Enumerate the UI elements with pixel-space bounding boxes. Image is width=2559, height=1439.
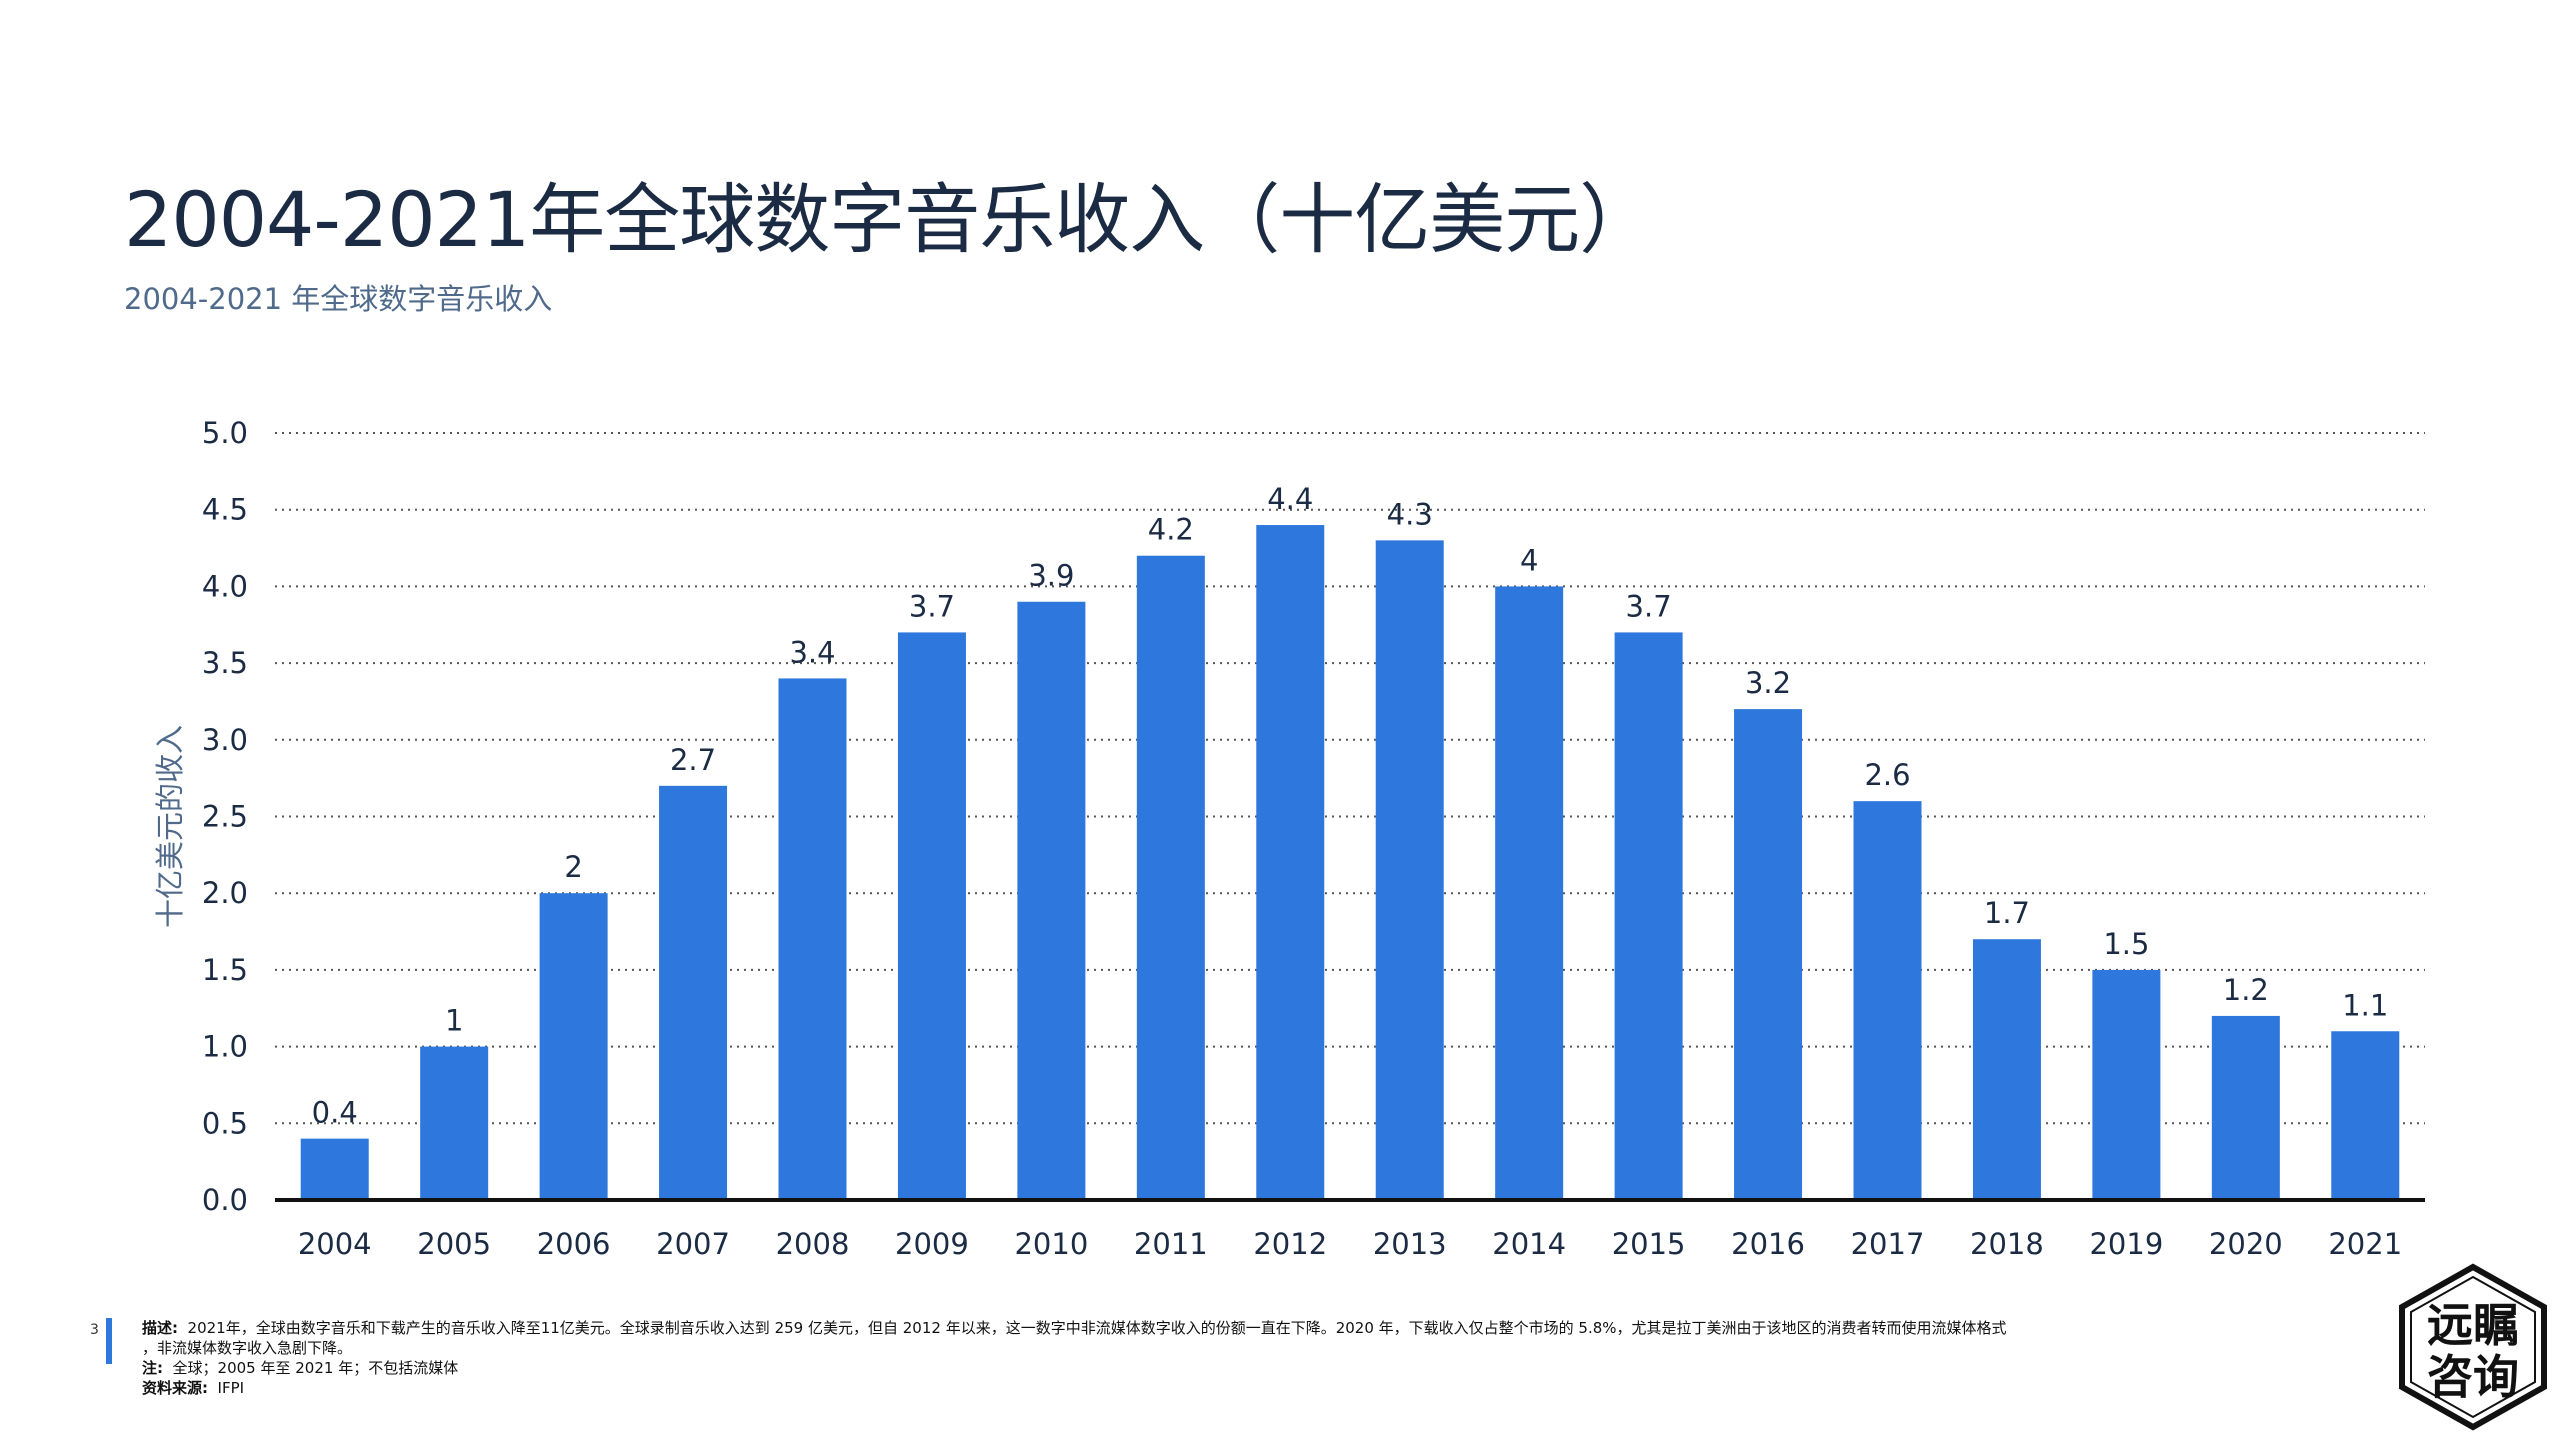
bar-2010 — [1017, 601, 1086, 1200]
data-label: 2 — [564, 850, 582, 884]
data-label: 3.7 — [1626, 589, 1672, 623]
source-text: IFPI — [217, 1379, 245, 1397]
data-label: 2.7 — [670, 743, 716, 777]
y-tick-label: 1.0 — [202, 1030, 248, 1064]
source-label: 资料来源: — [142, 1379, 208, 1397]
x-tick-label: 2018 — [1970, 1227, 2044, 1261]
bar-2008 — [778, 678, 847, 1200]
bar-2015 — [1614, 632, 1683, 1200]
description-label: 描述: — [142, 1319, 178, 1337]
bar-2019 — [2092, 969, 2161, 1200]
data-label: 1.1 — [2342, 988, 2388, 1022]
data-label: 1 — [445, 1004, 463, 1038]
y-axis-ticks: 0.0 0.5 1.0 1.5 2.0 2.5 3.0 3.5 4.0 4.5 5.0 — [202, 416, 248, 1217]
y-tick-label: 4.0 — [202, 569, 248, 603]
x-tick-label: 2013 — [1373, 1227, 1447, 1261]
brand-logo: 远瞩 咨询 — [2399, 1263, 2547, 1431]
data-label: 4.2 — [1148, 513, 1194, 547]
x-tick-label: 2021 — [2328, 1227, 2402, 1261]
note-text: 全球；2005 年至 2021 年；不包括流媒体 — [172, 1359, 459, 1377]
x-tick-label: 2014 — [1492, 1227, 1566, 1261]
data-label: 3.2 — [1745, 666, 1791, 700]
x-tick-label: 2005 — [417, 1227, 491, 1261]
bar-2018 — [1972, 939, 2041, 1200]
x-tick-label: 2011 — [1134, 1227, 1208, 1261]
description-continuation: ，非流媒体数字收入急剧下降。 — [142, 1339, 353, 1357]
x-axis-ticks: 2004 2005 2006 2007 2008 2009 2010 2011 2012 2013… — [298, 1227, 2402, 1261]
x-tick-label: 2016 — [1731, 1227, 1805, 1261]
data-label: 4.3 — [1387, 497, 1433, 531]
data-label: 4.4 — [1267, 482, 1313, 516]
bar-2006 — [539, 893, 608, 1200]
x-tick-label: 2008 — [776, 1227, 850, 1261]
x-tick-label: 2017 — [1851, 1227, 1925, 1261]
page-number: 3 — [90, 1322, 99, 1338]
bar-2007 — [659, 785, 728, 1200]
data-label: 0.4 — [312, 1096, 358, 1130]
y-tick-label: 2.5 — [202, 800, 248, 834]
bar-2005 — [420, 1046, 489, 1200]
data-label: 1.2 — [2223, 973, 2269, 1007]
bar-2009 — [897, 632, 966, 1200]
source-line: 资料来源: IFPI — [142, 1378, 2007, 1398]
bar-2014 — [1495, 586, 1564, 1200]
bar-2020 — [2211, 1015, 2280, 1200]
notes-block: 描述: 2021年，全球由数字音乐和下载产生的音乐收入降至11亿美元。全球录制音… — [142, 1318, 2007, 1398]
logo-line-1: 远瞩 — [2427, 1298, 2519, 1352]
bar-2013 — [1375, 540, 1444, 1200]
data-label: 3.9 — [1028, 559, 1074, 593]
bar-2016 — [1734, 709, 1803, 1200]
page-title: 2004-2021年全球数字音乐收入（十亿美元） — [124, 175, 1655, 264]
y-tick-label: 5.0 — [202, 416, 248, 450]
bar-chart: 0.0 0.5 1.0 1.5 2.0 2.5 3.0 3.5 4.0 4.5 5.0 0.4 1 2 2… — [153, 416, 2425, 1261]
bar-2021 — [2331, 1031, 2400, 1200]
x-tick-label: 2004 — [298, 1227, 372, 1261]
logo-line-2: 咨询 — [2427, 1350, 2519, 1404]
data-labels: 0.4 1 2 2.7 3.4 3.7 3.9 4.2 4.4 4.3 4 3.7 3.2 2.6 1.7 1… — [312, 482, 2389, 1130]
x-tick-label: 2010 — [1014, 1227, 1088, 1261]
bar-2012 — [1256, 525, 1325, 1200]
chart-subtitle: 2004-2021 年全球数字音乐收入 — [124, 282, 553, 316]
data-label: 2.6 — [1864, 758, 1910, 792]
bar-2004 — [300, 1138, 369, 1200]
x-tick-label: 2019 — [2089, 1227, 2163, 1261]
y-tick-label: 0.5 — [202, 1106, 248, 1140]
data-label: 3.7 — [909, 589, 955, 623]
data-label: 1.7 — [1984, 896, 2030, 930]
x-tick-label: 2009 — [895, 1227, 969, 1261]
x-tick-label: 2015 — [1612, 1227, 1686, 1261]
bars — [300, 525, 2400, 1200]
y-tick-label: 3.5 — [202, 646, 248, 680]
note-line: 注: 全球；2005 年至 2021 年；不包括流媒体 — [142, 1358, 2007, 1378]
accent-bar — [106, 1318, 112, 1364]
data-label: 4 — [1520, 543, 1538, 577]
y-tick-label: 3.0 — [202, 723, 248, 757]
note-label: 注: — [142, 1359, 163, 1377]
x-tick-label: 2007 — [656, 1227, 730, 1261]
data-label: 3.4 — [789, 635, 835, 669]
bar-2017 — [1853, 801, 1922, 1200]
data-label: 1.5 — [2103, 927, 2149, 961]
description-line: 描述: 2021年，全球由数字音乐和下载产生的音乐收入降至11亿美元。全球录制音… — [142, 1318, 2007, 1338]
x-tick-label: 2020 — [2209, 1227, 2283, 1261]
y-tick-label: 2.0 — [202, 876, 248, 910]
x-tick-label: 2006 — [537, 1227, 611, 1261]
y-axis-label: 十亿美元的收入 — [153, 725, 187, 928]
y-tick-label: 1.5 — [202, 953, 248, 987]
gridlines — [275, 432, 2425, 1125]
bar-2011 — [1136, 555, 1205, 1200]
x-tick-label: 2012 — [1253, 1227, 1327, 1261]
y-tick-label: 0.0 — [202, 1183, 248, 1217]
y-tick-label: 4.5 — [202, 493, 248, 527]
description-text: 2021年，全球由数字音乐和下载产生的音乐收入降至11亿美元。全球录制音乐收入达… — [187, 1319, 2007, 1337]
